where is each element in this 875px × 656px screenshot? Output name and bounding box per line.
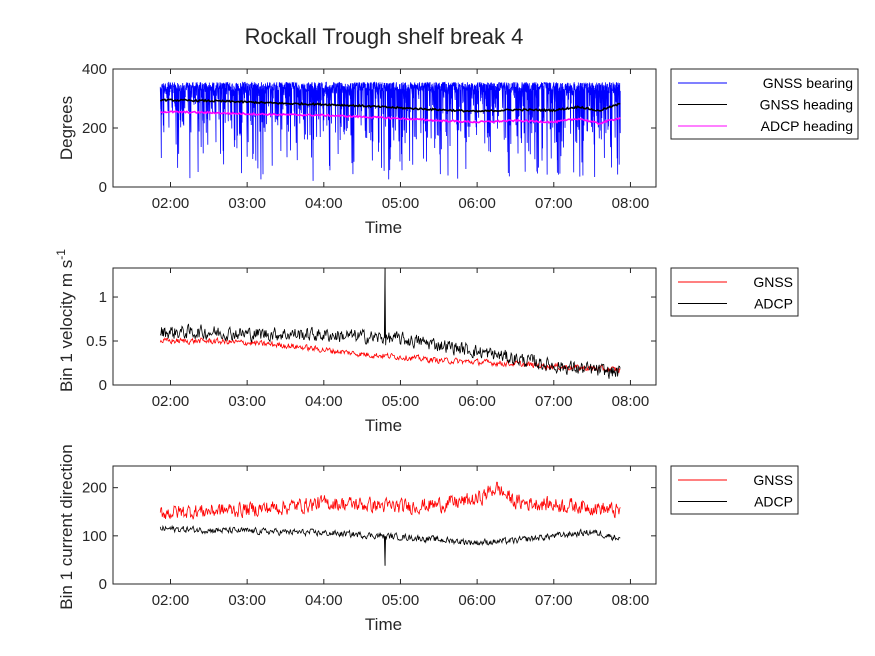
x-tick-label: 07:00 [535, 592, 573, 609]
x-tick-label: 08:00 [612, 195, 650, 212]
x-tick-label: 07:00 [535, 195, 573, 212]
legend-label: GNSS bearing [763, 75, 853, 91]
series-line-2-2 [159, 267, 621, 379]
legend-label: GNSS [753, 472, 793, 488]
y-tick-label: 0 [99, 179, 107, 196]
series-line-3-2 [159, 524, 621, 566]
y-tick-label: 200 [82, 120, 107, 137]
chart-title: Rockall Trough shelf break 4 [245, 24, 524, 49]
y-tick-label: 100 [82, 528, 107, 545]
x-tick-label: 02:00 [152, 393, 190, 410]
legend-box-2 [670, 267, 799, 317]
legend-label: GNSS heading [760, 97, 853, 113]
x-tick-label: 02:00 [152, 195, 190, 212]
x-tick-label: 06:00 [458, 393, 496, 410]
x-tick-label: 05:00 [382, 393, 420, 410]
x-tick-label: 06:00 [458, 592, 496, 609]
plot-area-3 [112, 465, 657, 585]
y-tick-label: 400 [82, 61, 107, 78]
series-line-1-2 [160, 98, 621, 113]
y-axis-label-superscript: -1 [54, 249, 68, 260]
y-axis-label-text: Bin 1 current direction [57, 444, 76, 609]
x-tick-label: 04:00 [305, 592, 343, 609]
x-tick-label: 04:00 [305, 195, 343, 212]
x-tick-label: 08:00 [612, 592, 650, 609]
x-tick-label: 05:00 [382, 195, 420, 212]
y-tick-label: 1 [99, 289, 107, 306]
y-tick-label: 200 [82, 480, 107, 497]
series-line-1-3 [159, 110, 621, 126]
x-tick-label: 06:00 [458, 195, 496, 212]
x-tick-label: 04:00 [305, 393, 343, 410]
x-tick-label: 03:00 [228, 592, 266, 609]
y-tick-label: 0 [99, 377, 107, 394]
x-tick-label: 08:00 [612, 393, 650, 410]
plot-frame-2 [112, 267, 657, 386]
y-axis-label: Bin 1 current direction [57, 444, 76, 609]
plot-frame-3 [112, 465, 657, 585]
series-line-3-1 [159, 481, 621, 520]
y-tick-label: 0.5 [86, 333, 107, 350]
y-axis-label: Degrees [57, 96, 76, 160]
x-tick-label: 03:00 [228, 393, 266, 410]
x-axis-label: Time [365, 416, 402, 435]
legend-label: GNSS [753, 274, 793, 290]
x-axis-label: Time [365, 615, 402, 634]
x-tick-label: 07:00 [535, 393, 573, 410]
y-axis-label-text: Bin 1 velocity m s [57, 260, 76, 392]
y-axis-label: Bin 1 velocity m s-1 [54, 249, 76, 392]
y-axis-label-text: Degrees [57, 96, 76, 160]
legend-label: ADCP [754, 494, 793, 510]
legend-label: ADCP [754, 296, 793, 312]
x-tick-label: 05:00 [382, 592, 420, 609]
series-line-1-1 [159, 81, 621, 181]
x-axis-label: Time [365, 218, 402, 237]
y-tick-label: 0 [99, 576, 107, 593]
x-tick-label: 02:00 [152, 592, 190, 609]
legend-box-3 [670, 465, 799, 515]
x-tick-label: 03:00 [228, 195, 266, 212]
legend-label: ADCP heading [761, 118, 853, 134]
